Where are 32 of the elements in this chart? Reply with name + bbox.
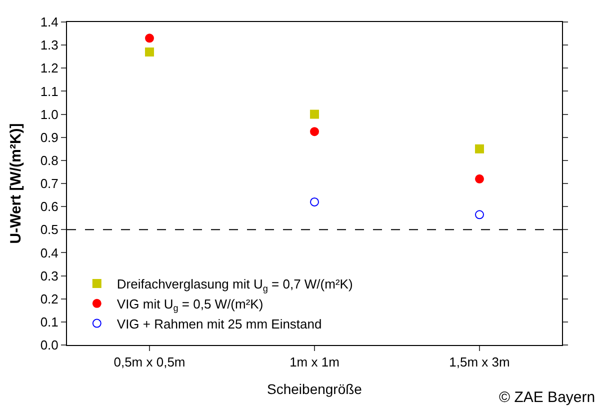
y-tick-label: 0.0 [40,338,58,353]
y-tick-label: 1.1 [40,84,58,99]
point [145,34,154,43]
x-tick-label: 1m x 1m [290,354,340,370]
legend-label: VIG + Rahmen mit 25 mm Einstand [116,316,322,332]
text: © ZAE Bayern [499,389,596,406]
y-tick-label: 0.7 [40,176,58,192]
point [310,197,319,206]
y-tick-label: 0.3 [40,268,58,284]
y-tick-label: 1.3 [40,38,58,53]
point [310,110,319,119]
point [475,210,484,220]
point [475,174,484,184]
y-tick-label: 1.2 [40,60,58,76]
y-tick-label: 0.5 [40,222,58,238]
legend-label: Dreifachverglasung mit U$_{g}$ = 0,7 W/(m²K) [116,276,353,294]
x-axis-title: Scheibengröße [267,380,362,397]
x-tick-label: 0,5m x 0,5m [114,354,186,370]
y-tick-label: 0.9 [40,130,58,145]
point [475,144,484,154]
y-axis-title: U-Wert [W/(m²K)] [8,123,25,244]
y-tick-label: 0.8 [40,152,58,168]
y-tick-label: 1.0 [40,106,58,122]
y-tick-label: 0.1 [40,314,58,330]
legend-label: VIG mit U$_{g}$ = 0,5 W/(m²K) [116,296,264,314]
y-tick-label: 0.4 [40,245,58,260]
y-tick-label: 1.4 [40,14,58,30]
point [310,127,319,136]
x-tick-label: 1,5m x 3m [449,354,510,370]
y-tick-label: 0.2 [40,291,58,306]
y-tick-label: 0.6 [40,199,58,214]
point [145,47,154,56]
